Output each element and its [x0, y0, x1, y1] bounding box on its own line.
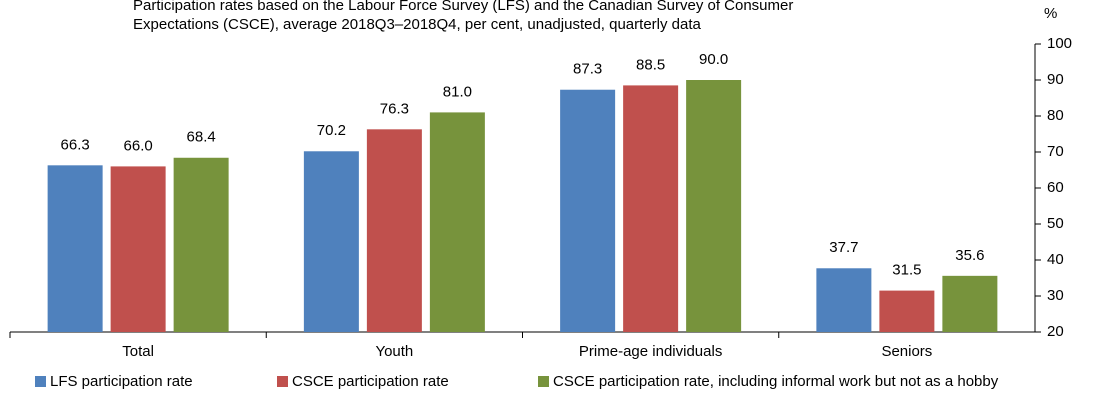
value-label: 70.2: [317, 122, 346, 139]
value-label: 66.0: [124, 137, 153, 154]
bar: [686, 80, 742, 332]
value-label: 68.4: [187, 129, 216, 146]
y-tick-label: 100: [1047, 35, 1072, 52]
value-label: 66.3: [61, 136, 90, 153]
value-label: 35.6: [955, 247, 984, 264]
bar: [623, 85, 679, 333]
y-tick-label: 30: [1047, 287, 1064, 304]
x-tick-label: Total: [122, 343, 154, 360]
legend-label: LFS participation rate: [50, 373, 193, 390]
y-tick-label: 60: [1047, 179, 1064, 196]
legend-swatch: [35, 376, 46, 387]
value-label: 37.7: [829, 239, 858, 256]
y-tick-label: 50: [1047, 215, 1064, 232]
y-tick-label: 90: [1047, 71, 1064, 88]
x-tick-label: Prime-age individuals: [579, 343, 722, 360]
value-label: 81.0: [443, 83, 472, 100]
bar: [173, 157, 229, 332]
legend-label: CSCE participation rate, including infor…: [553, 373, 999, 390]
y-tick-label: 20: [1047, 323, 1064, 340]
bar: [366, 129, 422, 332]
bar: [816, 268, 872, 332]
bar: [110, 166, 166, 332]
value-label: 76.3: [380, 100, 409, 117]
chart-title: Expectations (CSCE), average 2018Q3–2018…: [133, 16, 702, 33]
legend-swatch: [538, 376, 549, 387]
legend-label: CSCE participation rate: [292, 373, 449, 390]
legend-swatch: [277, 376, 288, 387]
bar: [47, 165, 103, 332]
value-label: 88.5: [636, 56, 665, 73]
chart-title: Participation rates based on the Labour …: [133, 0, 793, 14]
bar: [560, 89, 616, 332]
value-label: 90.0: [699, 51, 728, 68]
bar: [942, 275, 998, 332]
x-tick-label: Youth: [375, 343, 413, 360]
y-axis-label: %: [1044, 5, 1057, 22]
value-label: 31.5: [892, 262, 921, 279]
bar: [303, 151, 359, 332]
value-label: 87.3: [573, 61, 602, 78]
y-tick-label: 80: [1047, 107, 1064, 124]
bar: [879, 290, 935, 332]
x-tick-label: Seniors: [881, 343, 932, 360]
y-tick-label: 70: [1047, 143, 1064, 160]
y-tick-label: 40: [1047, 251, 1064, 268]
bar: [429, 112, 485, 333]
